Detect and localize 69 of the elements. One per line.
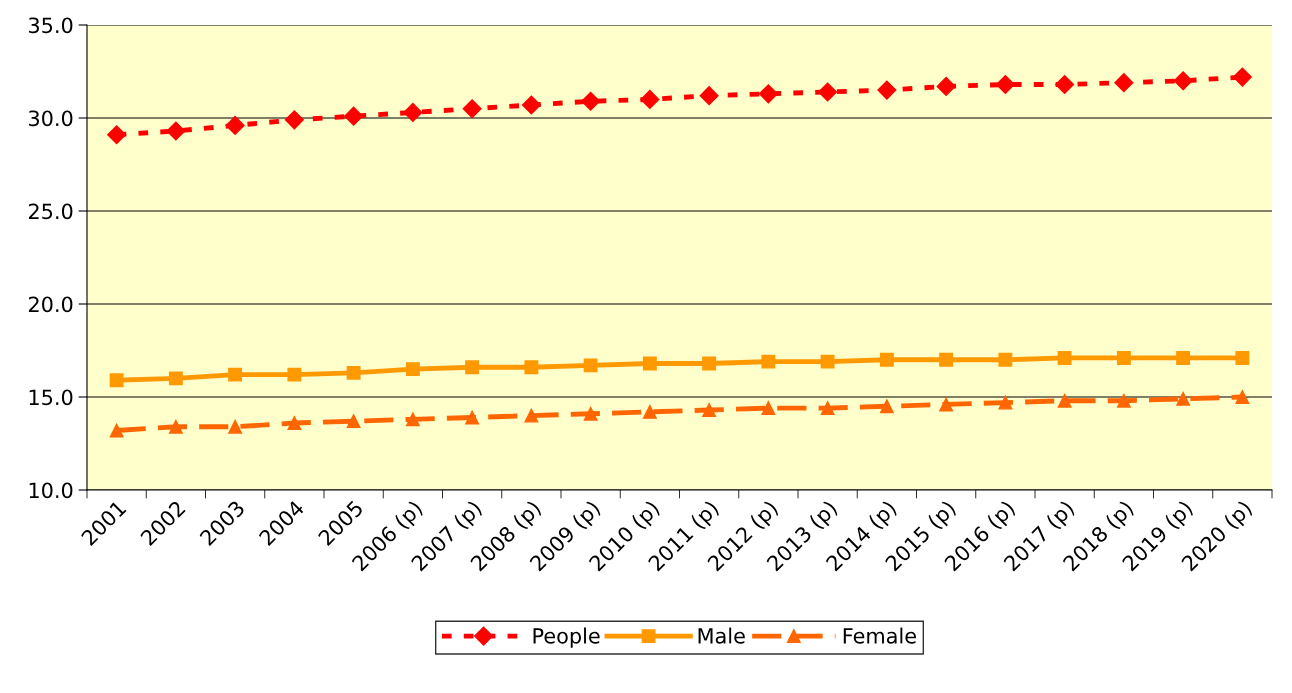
point [877,80,897,100]
point [462,99,482,119]
point [1235,390,1250,404]
point [939,352,954,367]
point [820,401,835,416]
point [642,356,657,371]
point [403,102,423,122]
point [1116,350,1131,365]
point [879,352,894,367]
point [1232,67,1252,87]
point [284,110,304,130]
point [1055,74,1075,95]
point [344,106,364,126]
y-tick-label: 15.0 [29,389,73,406]
point [1176,350,1191,365]
point [524,408,539,423]
point [405,362,420,377]
point [702,356,717,371]
point [109,423,124,438]
point [998,395,1013,410]
point [1116,393,1131,408]
point [346,365,361,380]
point [939,397,954,412]
point [758,84,778,104]
point [1235,350,1250,365]
point [642,404,657,419]
point [228,419,243,434]
point [936,76,956,96]
point [465,360,480,375]
point [761,401,776,416]
point [287,416,302,430]
point [166,121,186,141]
legend-label: People [533,627,600,648]
y-tick-label: 25.0 [28,203,73,220]
point [702,403,717,417]
point [524,360,539,375]
point [583,358,598,373]
point [1173,71,1193,91]
point [1057,350,1072,365]
point [521,95,541,115]
point [998,352,1013,367]
point [820,354,835,369]
legend-label: Male [698,627,745,644]
point [109,373,124,388]
point [879,399,894,414]
y-tick-label: 35.0 [29,17,73,34]
point [1176,391,1191,406]
point [1057,393,1072,408]
point [583,406,598,421]
point [995,74,1015,95]
point [107,125,127,145]
point [465,410,480,425]
legend-label: Female [843,627,916,644]
point [168,371,183,386]
point [640,89,660,109]
point [699,86,719,106]
y-tick-label: 20.0 [28,296,73,313]
point [225,115,245,135]
point [761,354,776,369]
point [1114,73,1134,93]
y-tick-label: 10.0 [29,482,73,499]
point [818,82,838,102]
point [346,414,361,429]
y-tick-label: 30.0 [29,110,73,127]
point [405,412,420,427]
point [228,367,243,382]
point [581,91,601,111]
point [287,367,302,382]
point [168,419,183,434]
